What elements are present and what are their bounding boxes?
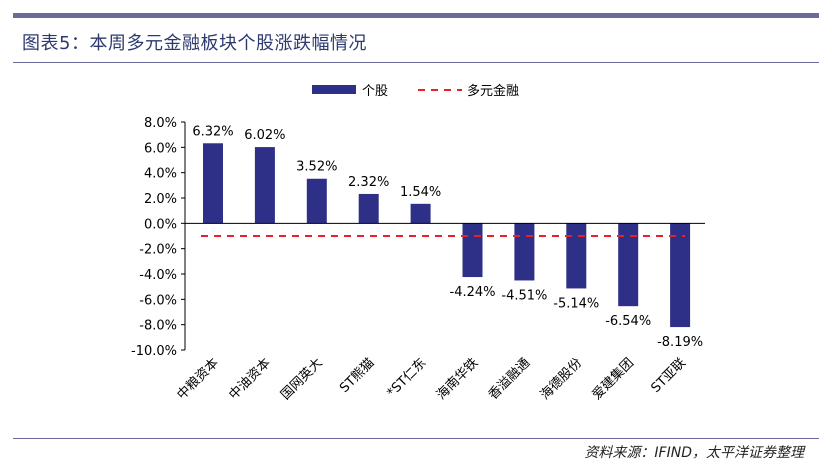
category-label: 海南华铁: [433, 355, 481, 403]
source-note: 资料来源：IFIND，太平洋证券整理: [584, 445, 804, 461]
chart-title: 图表5：本周多元金融板块个股涨跌幅情况: [22, 33, 367, 54]
data-label: 3.52%: [296, 160, 337, 175]
category-label: ST熊猫: [336, 355, 377, 396]
category-label: 香溢融通: [486, 356, 533, 403]
category-label: 国网英大: [278, 356, 325, 403]
legend-label: 个股: [362, 84, 388, 99]
top-rule: [13, 13, 819, 18]
y-tick-label: 4.0%: [144, 167, 177, 182]
title-rule: [13, 62, 819, 63]
bar: [462, 223, 483, 278]
bottom-rule: [13, 438, 819, 439]
data-label: -5.14%: [553, 296, 599, 311]
data-label: 6.02%: [244, 128, 285, 143]
data-label: 6.32%: [192, 124, 233, 139]
bar: [670, 223, 691, 328]
bar: [203, 143, 223, 224]
bar: [358, 193, 379, 224]
y-tick-label: 0.0%: [144, 217, 177, 232]
y-tick-label: -8.0%: [139, 319, 177, 334]
y-tick-label: 2.0%: [144, 192, 177, 207]
y-tick-label: 8.0%: [144, 116, 177, 131]
y-tick-label: -2.0%: [139, 243, 177, 258]
bar: [410, 203, 431, 224]
category-label: *ST仁东: [384, 356, 429, 401]
data-label: -8.19%: [657, 335, 703, 350]
data-label: -4.51%: [501, 288, 547, 303]
bar: [254, 147, 275, 224]
data-label: 2.32%: [348, 175, 389, 190]
y-tick-label: 6.0%: [144, 141, 177, 156]
bar: [514, 223, 535, 281]
data-label: -4.24%: [450, 285, 496, 300]
y-tick-label: -6.0%: [139, 293, 177, 308]
bar: [618, 223, 639, 307]
bar: [306, 178, 327, 224]
y-tick-label: -4.0%: [139, 268, 177, 283]
category-label: 中油资本: [226, 356, 273, 403]
category-label: 爱建集团: [589, 355, 637, 403]
data-label: 1.54%: [400, 185, 441, 200]
category-label: 海德股份: [538, 356, 585, 403]
bar: [566, 223, 587, 289]
category-label: 中粮资本: [174, 356, 221, 403]
category-label: ST亚联: [648, 356, 688, 396]
y-tick-label: -10.0%: [131, 344, 177, 359]
data-label: -6.54%: [605, 314, 651, 329]
legend-swatch-bar: [312, 85, 356, 94]
legend-label: 多元金融: [467, 83, 519, 99]
